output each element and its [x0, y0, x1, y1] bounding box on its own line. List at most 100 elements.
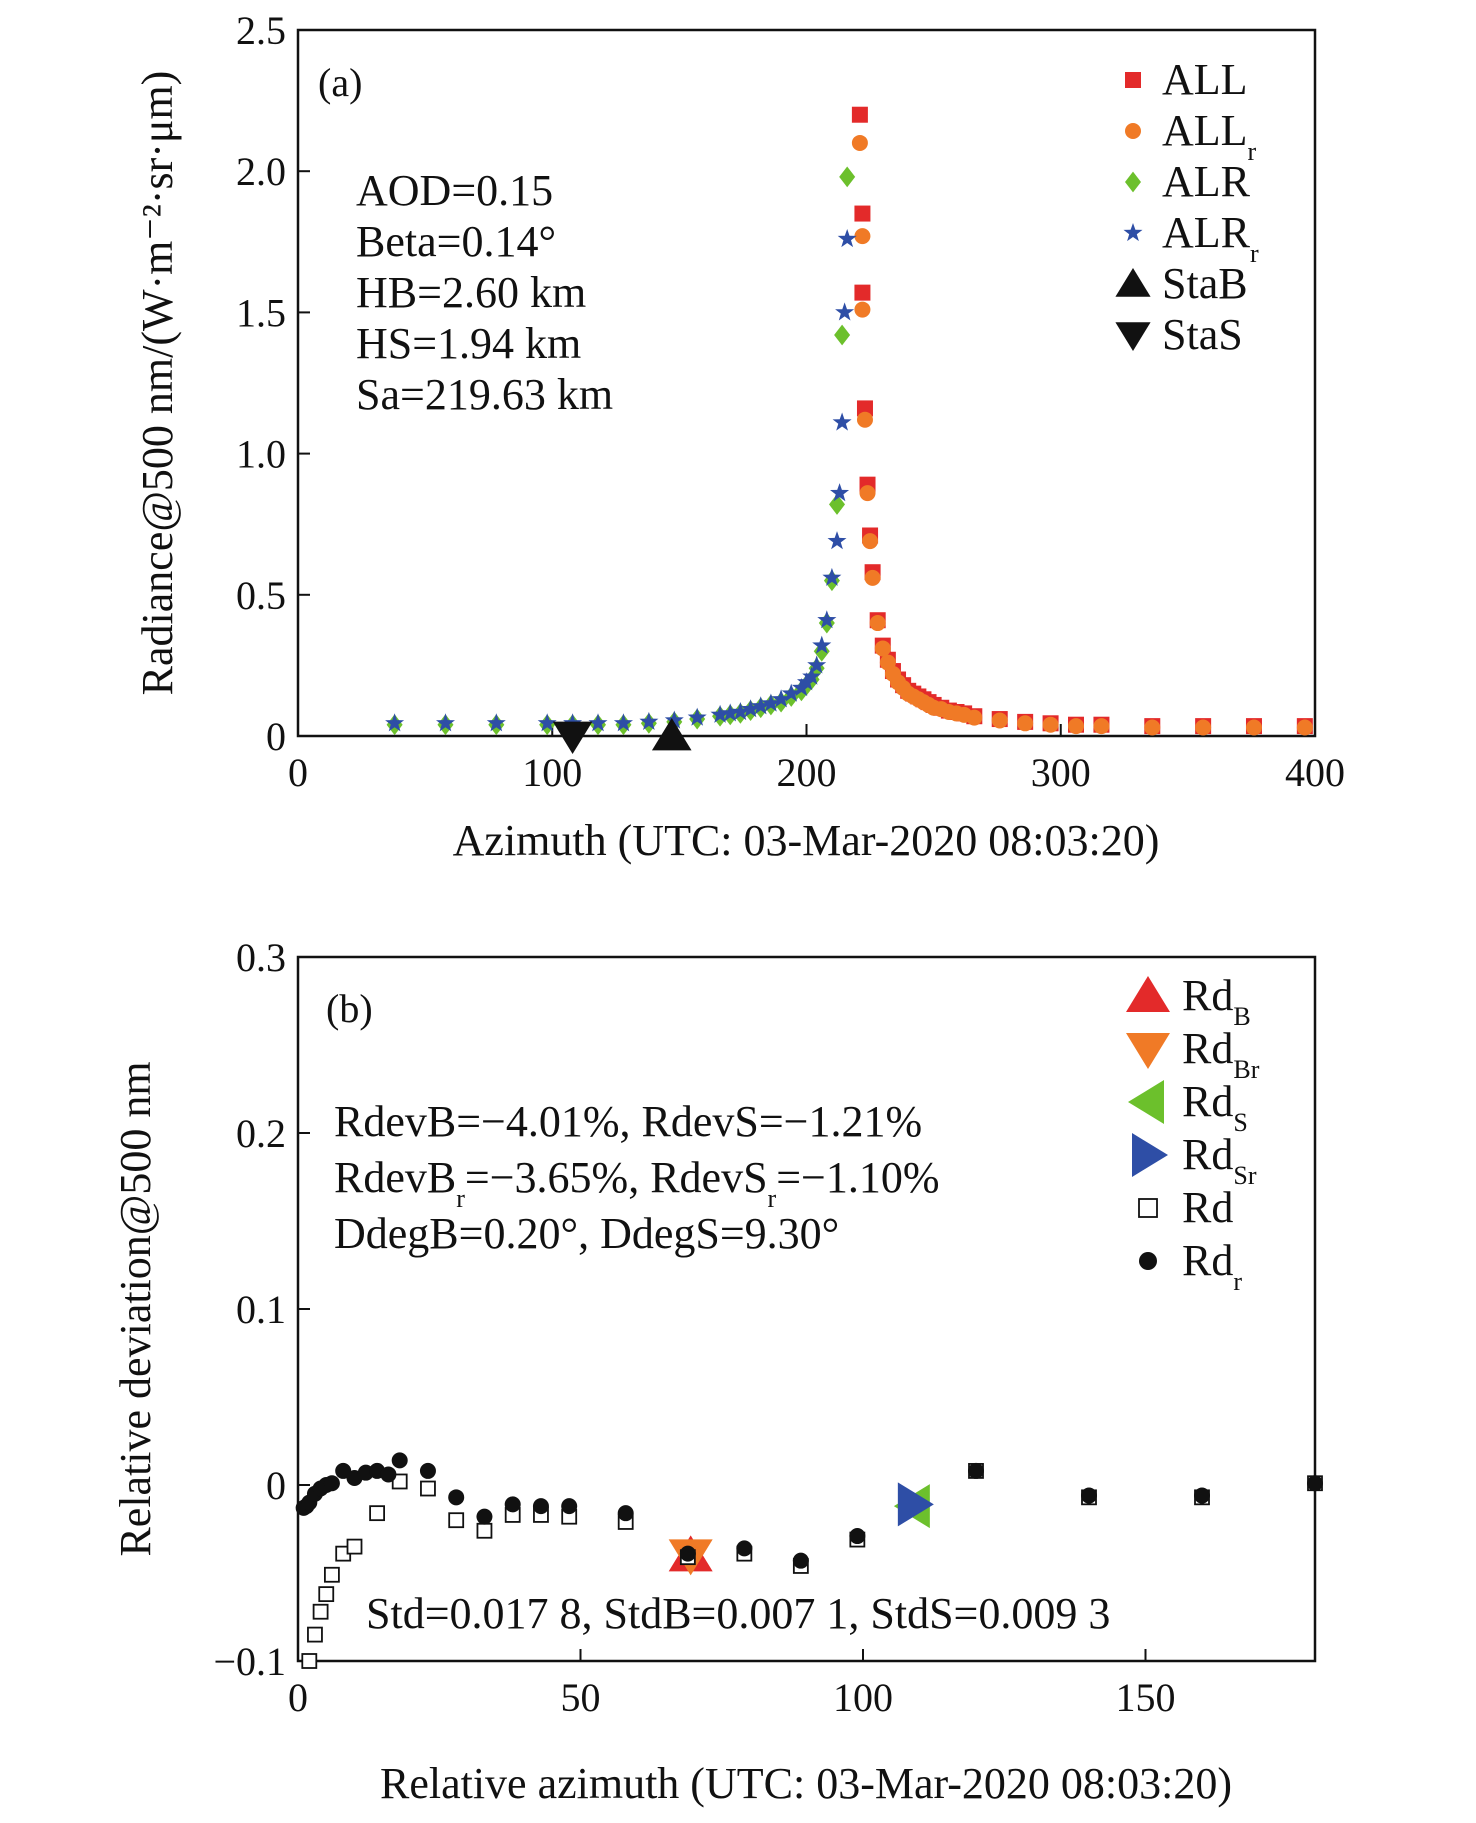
y-tick-label: 1.5 [236, 290, 286, 335]
y-tick-label: 1.0 [236, 432, 286, 477]
data-point-stas [552, 721, 593, 754]
data-point-all-r [966, 709, 983, 726]
ticks-b: 0 50 100 150−0.100.10.20.3 [213, 935, 1175, 1720]
legend-marker [1125, 123, 1141, 139]
legend-marker [1139, 1252, 1157, 1270]
data-point-all-r [991, 712, 1008, 729]
data-point-alr [829, 494, 846, 515]
stats-line-b: RdevB=−4.01%, RdevS=−1.21% [334, 1097, 922, 1146]
y-axis-label-b: Relative deviation@500 nm [111, 1061, 160, 1556]
data-point-rd-r [504, 1496, 521, 1513]
y-axis-label-a: Radiance@500 nm/(W·m⁻²·sr·μm) [133, 71, 182, 696]
data-point-rd-r [792, 1552, 809, 1569]
stats-b: RdevB=−4.01%, RdevS=−1.21% RdevBr=−3.65%,… [334, 1097, 940, 1258]
stats-line-b: RdevBr=−3.65%, RdevSr=−1.10% [334, 1153, 940, 1213]
ticks-a: 0 100 200 300 400 0 0.5 1.0 1.5 2.0 2.5 [236, 8, 1345, 795]
legend-marker [1123, 223, 1143, 242]
y-tick-label: 0.3 [236, 935, 286, 980]
std-annotation-b: Std=0.017 8, StdB=0.007 1, StdS=0.009 3 [366, 1589, 1110, 1638]
data-point-rd [312, 1603, 329, 1620]
data-point-alr-r [664, 710, 684, 729]
data-point-alr-r [720, 703, 740, 722]
x-tick-label: 100 [833, 1675, 893, 1720]
data-point-all-r [856, 411, 873, 428]
annotation-a: HS=1.94 km [356, 319, 581, 368]
data-point-all-r [1068, 718, 1085, 735]
data-point-rd-r [323, 1475, 340, 1492]
x-tick-label: 0 [288, 1675, 308, 1720]
annotation-a: Sa=219.63 km [356, 370, 613, 419]
data-point-rd-r [380, 1466, 397, 1483]
legend-marker [1138, 1198, 1158, 1218]
data-point-alr-r [817, 610, 837, 629]
x-tick-label: 0 [288, 750, 308, 795]
annotation-a: AOD=0.15 [356, 166, 553, 215]
data-point-all-r [1245, 719, 1262, 736]
legend-marker [1128, 1080, 1164, 1124]
data-point-alr [839, 166, 856, 188]
data-point-alr-r [588, 713, 608, 732]
data-point-alr-r [385, 713, 405, 732]
stats-line-b: DdegB=0.20°, DdegS=9.30° [334, 1209, 839, 1258]
data-point-alr [834, 324, 851, 346]
data-point-all-r [1296, 719, 1313, 736]
data-point-all [856, 400, 873, 417]
legend-label: ALL [1162, 55, 1248, 104]
legend-label: Rd [1182, 1183, 1233, 1232]
data-point-all-r [1042, 716, 1059, 733]
data-point-rd-r [419, 1462, 436, 1479]
data-point-rd [307, 1626, 323, 1643]
data-point-rd [369, 1505, 386, 1522]
data-point-alr-r [837, 229, 857, 248]
legend-marker [1125, 171, 1141, 193]
data-point-alr-r [822, 567, 842, 586]
data-point-rd [301, 1653, 318, 1669]
data-point-stab [651, 718, 692, 751]
data-point-all-r [1195, 719, 1212, 736]
data-point-all-r [874, 640, 891, 657]
data-point-alr-r [486, 713, 506, 732]
marks-b [295, 1452, 1323, 1669]
data-point-alr-r [436, 713, 455, 732]
panel-a: 0 100 200 300 400 0 0.5 1.0 1.5 2.0 2.5 (a) AOD=0.… [133, 8, 1345, 865]
legend-label: StaB [1162, 259, 1248, 308]
data-point-all-r [1093, 718, 1110, 735]
legend-label: ALRr [1162, 208, 1259, 268]
legend-marker [1126, 976, 1170, 1012]
data-point-rd-sr [897, 1482, 934, 1527]
legend-marker [1126, 1033, 1170, 1069]
y-tick-label: 0.1 [236, 1287, 286, 1332]
data-point-all-r [1017, 715, 1034, 732]
legend-label: RdBr [1182, 1024, 1260, 1084]
data-point-rd-r [679, 1545, 696, 1562]
data-point-rd [323, 1566, 340, 1583]
data-point-alr-r [537, 713, 557, 732]
data-point-alr-r [613, 713, 633, 732]
data-point-all-r [864, 569, 881, 586]
data-point-alr-r [835, 302, 855, 321]
legend-label: RdB [1182, 971, 1251, 1031]
data-point-rd-r [617, 1505, 634, 1522]
data-point-rd-r [1081, 1487, 1097, 1504]
data-point-rd-r [476, 1508, 493, 1525]
data-point-rd-r [561, 1498, 578, 1515]
data-point-alr-r [832, 412, 852, 431]
data-point-rd-r [1194, 1487, 1210, 1504]
x-tick-label: 100 [522, 750, 582, 795]
data-point-alr-r [639, 711, 659, 730]
data-point-alr-r [741, 699, 761, 718]
data-point-all-r [859, 485, 876, 502]
legend-marker [1115, 322, 1151, 351]
data-point-rd [448, 1512, 465, 1529]
panel-label-a: (a) [318, 60, 362, 105]
data-point-all [854, 284, 871, 301]
legend-marker [1132, 1133, 1168, 1177]
x-axis-label-a: Azimuth (UTC: 03-Mar-2020 08:03:20) [453, 816, 1160, 865]
data-point-alr-r [797, 672, 816, 691]
data-point-rd [420, 1480, 436, 1497]
data-point-alr-r [751, 696, 771, 715]
data-point-rd [346, 1538, 363, 1555]
data-point-all-r [854, 301, 871, 318]
data-point-all [854, 205, 871, 222]
